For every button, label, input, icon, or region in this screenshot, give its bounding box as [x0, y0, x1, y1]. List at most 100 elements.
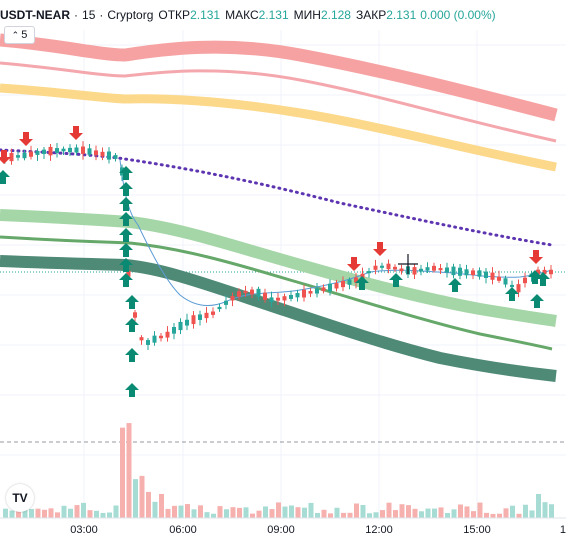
- buy-signal-arrow-icon: [119, 273, 133, 287]
- sell-signal-arrow-icon: [373, 242, 387, 256]
- volume-bar: [152, 501, 158, 518]
- candle-body: [445, 267, 449, 273]
- volume-bar: [295, 507, 301, 518]
- ma-band-red-thin: [0, 61, 557, 143]
- low-value: 2.128: [320, 8, 351, 22]
- candle-body: [61, 148, 66, 152]
- chart-legend: USDT-NEAR · 15 · Cryptorg ОТКР 2.131 МАКС…: [0, 6, 496, 24]
- buy-signal-arrow-icon: [125, 318, 139, 332]
- volume-bar: [94, 510, 99, 518]
- candle-body: [263, 292, 267, 300]
- volume-bar: [282, 506, 288, 518]
- sell-signal-arrow-icon: [0, 150, 11, 164]
- candle-body: [113, 155, 118, 159]
- interval[interactable]: 15: [82, 8, 96, 22]
- volume-bar: [126, 423, 132, 518]
- volume-bar: [308, 502, 314, 518]
- volume-bar: [510, 505, 515, 518]
- ma-dotted-purple: [0, 148, 554, 247]
- volume-bar: [419, 511, 424, 518]
- candle-body: [542, 269, 547, 275]
- candle-body: [243, 290, 248, 294]
- volume-bar: [542, 502, 548, 518]
- candle-body: [328, 283, 332, 292]
- volume-bar: [61, 505, 67, 518]
- candle-body: [308, 290, 313, 294]
- candle-body: [237, 291, 241, 297]
- candle-body: [230, 296, 235, 301]
- candle-body: [107, 151, 111, 160]
- candle-body: [302, 289, 306, 298]
- candle-body: [42, 149, 46, 154]
- candle-body: [393, 266, 397, 270]
- volume-bar: [341, 512, 346, 518]
- ma-band-red-thick: [0, 33, 558, 122]
- volume-bar: [100, 512, 106, 518]
- time-tick-label: 03:00: [70, 524, 98, 536]
- tradingview-logo: TV: [6, 484, 34, 512]
- candle-body: [380, 265, 384, 268]
- volume-bar: [536, 494, 541, 518]
- candle-body: [490, 272, 495, 280]
- volume-bar: [373, 512, 379, 518]
- candle-body: [503, 278, 508, 285]
- ma-band-yellow: [0, 83, 557, 172]
- volume-bar: [224, 509, 229, 518]
- volume-bar: [204, 512, 210, 518]
- ma-band-lightgreen: [0, 209, 557, 327]
- candle-body: [256, 288, 261, 297]
- volume-bar: [471, 511, 476, 518]
- ma-blue-thin: [119, 159, 553, 307]
- candle-body: [451, 266, 456, 276]
- ma-green-thin: [0, 235, 553, 351]
- volume-bar: [360, 504, 366, 518]
- volume-bar: [3, 508, 8, 518]
- volume-bar: [276, 502, 281, 518]
- volume-bar: [412, 508, 418, 518]
- candle-body: [139, 337, 144, 341]
- candles-layer: [3, 141, 553, 350]
- buy-signal-arrow-icon: [448, 278, 462, 292]
- candle-body: [185, 319, 189, 326]
- symbol-name[interactable]: USDT-NEAR: [0, 8, 71, 22]
- volume-bar: [425, 508, 431, 518]
- candle-body: [510, 284, 514, 288]
- candle-body: [146, 340, 150, 345]
- volume-bar: [74, 505, 80, 518]
- candle-body: [269, 297, 274, 303]
- buy-signal-arrow-icon: [0, 170, 10, 184]
- volume-bar: [438, 507, 444, 518]
- candle-body: [87, 148, 92, 155]
- candle-body: [250, 289, 254, 295]
- volume-bar: [191, 509, 197, 518]
- candle-body: [126, 270, 131, 277]
- candle-body: [165, 331, 170, 338]
- candle-body: [16, 155, 20, 158]
- candle-body: [341, 281, 345, 288]
- volume-bar: [549, 504, 554, 518]
- candle-body: [432, 265, 436, 271]
- time-tick-label: 09:00: [267, 524, 295, 536]
- time-tick-label: 06:00: [169, 524, 197, 536]
- volume-bar: [458, 504, 463, 518]
- volume-bar: [81, 502, 86, 518]
- high-value: 2.131: [258, 8, 289, 22]
- candle-body: [133, 312, 137, 318]
- volume-bar: [87, 510, 93, 518]
- candle-body: [204, 312, 209, 319]
- candle-body: [321, 287, 326, 292]
- volume-bar: [159, 493, 164, 518]
- volume-bar: [250, 513, 255, 518]
- open-value: 2.131: [190, 8, 221, 22]
- volume-bar: [113, 505, 119, 518]
- volume-bar: [529, 510, 535, 518]
- candle-body: [471, 270, 475, 276]
- candle-body: [523, 277, 527, 284]
- candle-body: [55, 148, 59, 153]
- indicators-toggle-button[interactable]: ⌃ 5: [4, 26, 35, 44]
- candle-body: [94, 150, 98, 156]
- candle-body: [399, 268, 404, 272]
- candle-body: [334, 283, 339, 289]
- signal-arrows-layer: [0, 126, 550, 397]
